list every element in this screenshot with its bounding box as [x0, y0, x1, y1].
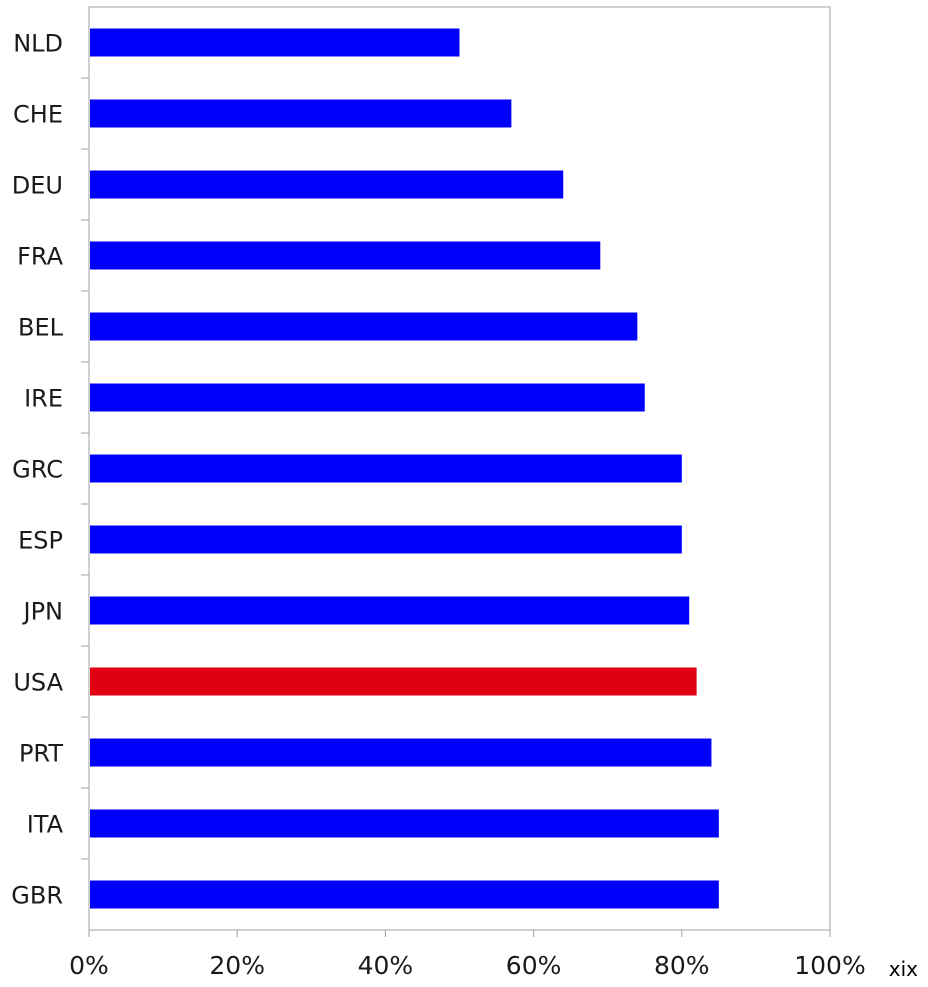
- bar-prt: [90, 738, 712, 767]
- tick-marks: [81, 77, 831, 937]
- bar-gbr: [90, 880, 719, 909]
- category-label-prt: PRT: [19, 740, 63, 768]
- bars: [90, 28, 719, 909]
- x-tick-label: 60%: [506, 951, 562, 980]
- bar-fra: [90, 241, 601, 270]
- footnote-marker: xix: [888, 957, 918, 981]
- bar-bel: [90, 312, 638, 341]
- bar-nld: [90, 28, 460, 57]
- x-tick-label: 20%: [209, 951, 265, 980]
- plot-frame: [88, 6, 831, 931]
- x-tick-label: 80%: [654, 951, 710, 980]
- bar-jpn: [90, 596, 690, 625]
- category-label-usa: USA: [13, 669, 63, 697]
- bar-che: [90, 99, 512, 128]
- category-label-che: CHE: [13, 101, 63, 129]
- category-label-jpn: JPN: [21, 598, 63, 626]
- x-tick-label: 40%: [358, 951, 414, 980]
- category-label-deu: DEU: [12, 172, 63, 200]
- category-label-esp: ESP: [18, 527, 63, 555]
- category-label-bel: BEL: [18, 314, 64, 342]
- bar-ita: [90, 809, 719, 838]
- category-label-ire: IRE: [24, 385, 63, 413]
- bar-esp: [90, 525, 682, 554]
- category-label-nld: NLD: [13, 30, 63, 58]
- category-label-fra: FRA: [17, 243, 64, 271]
- category-label-ita: ITA: [27, 811, 64, 839]
- category-label-gbr: GBR: [11, 882, 63, 910]
- x-tick-label: 100%: [794, 951, 865, 980]
- category-label-grc: GRC: [12, 456, 63, 484]
- bar-usa: [90, 667, 697, 696]
- bar-grc: [90, 454, 682, 483]
- category-labels: NLD CHE DEU FRA BEL IRE GRC ESP JPN USA PRT ITA GBR: [11, 30, 63, 910]
- bar-ire: [90, 383, 645, 412]
- x-tick-labels: 0% 20% 40% 60% 80% 100%: [69, 951, 866, 980]
- bar-deu: [90, 170, 564, 199]
- x-tick-label: 0%: [69, 951, 109, 980]
